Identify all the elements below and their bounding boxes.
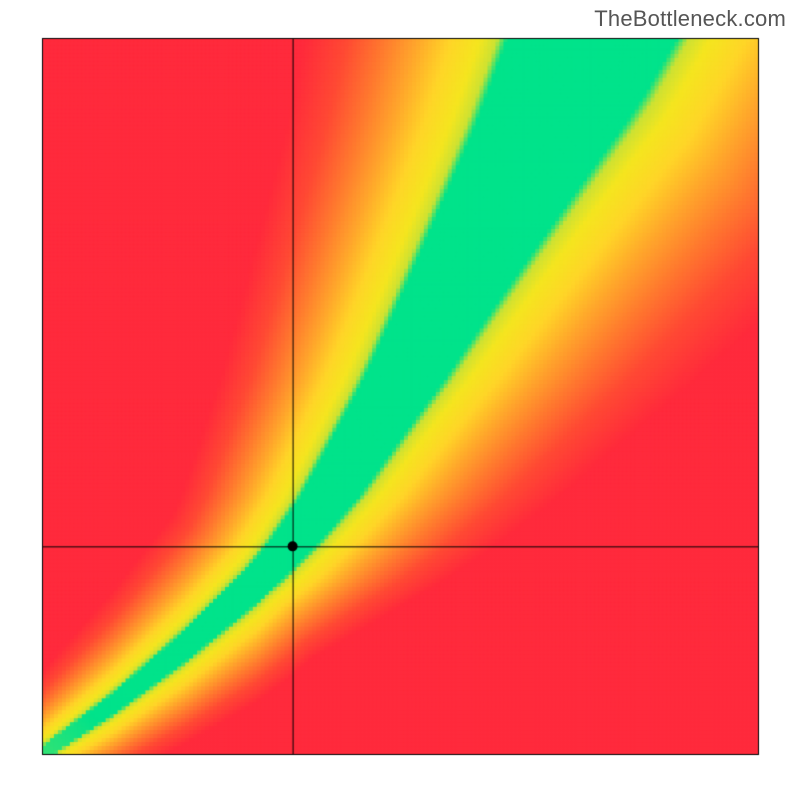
watermark-text: TheBottleneck.com [594,6,786,32]
chart-container: TheBottleneck.com [0,0,800,800]
bottleneck-heatmap [0,0,800,800]
